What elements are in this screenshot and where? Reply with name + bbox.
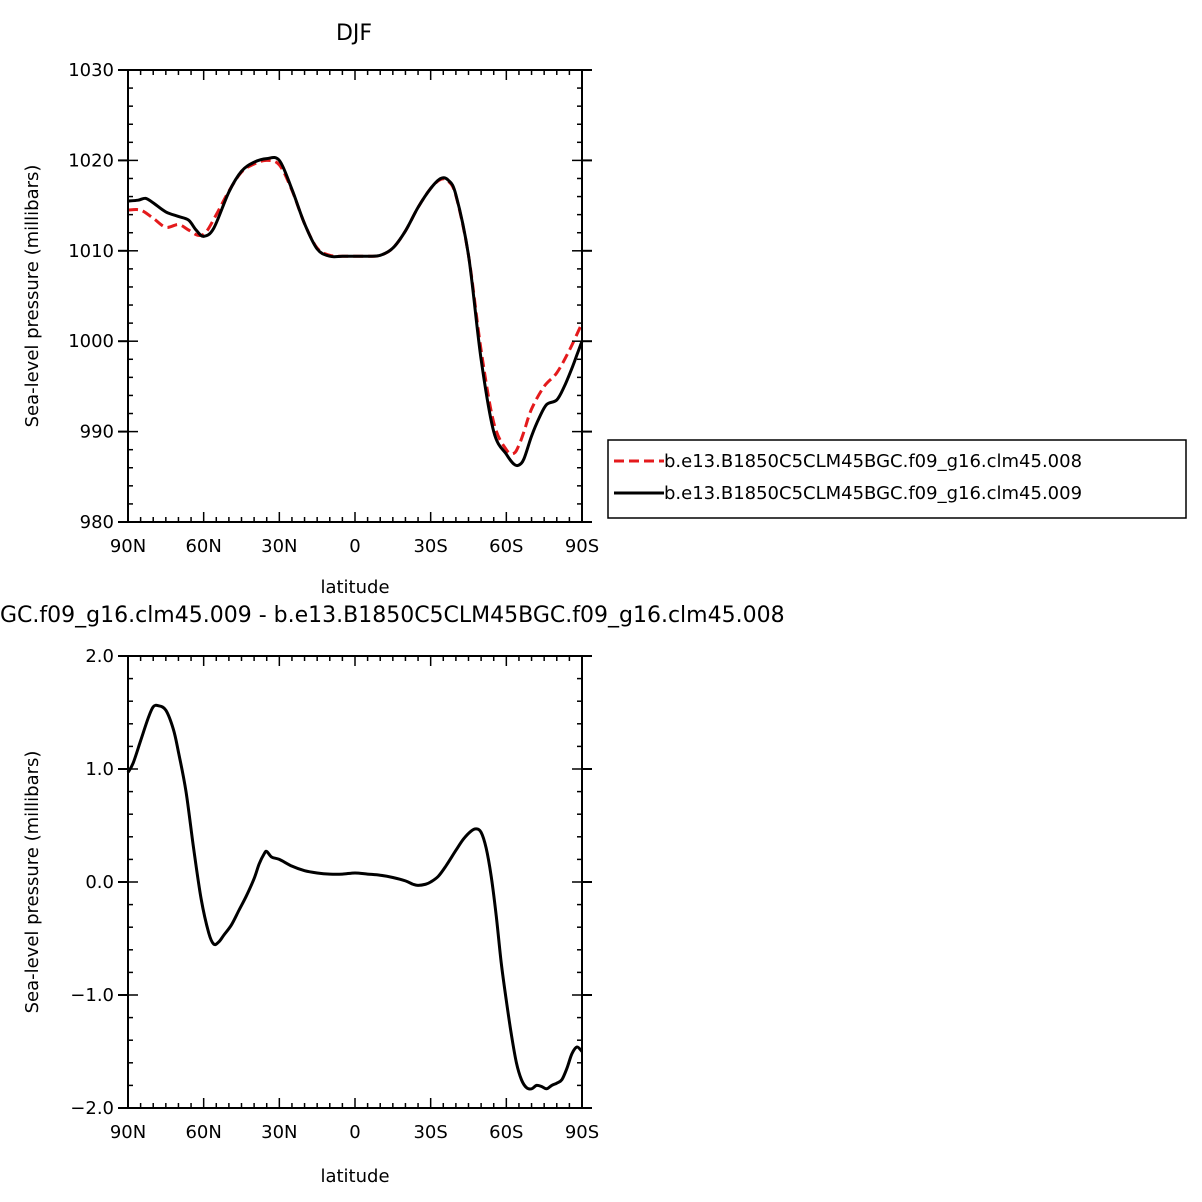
bottom-x-tick-label: 30S — [413, 1122, 447, 1143]
bottom-y-ticks: −2.0 −1.0 0.0 1.0 2.0 — [70, 646, 592, 1119]
bottom-y-tick-label: −1.0 — [70, 985, 114, 1006]
bottom-x-ticks: 90N 60N 30N 0 30S 60S 90S — [110, 656, 599, 1143]
bottom-x-tick-label: 90S — [565, 1122, 599, 1143]
top-y-tick-label: 980 — [80, 512, 114, 533]
bottom-x-tick-label: 30N — [261, 1122, 297, 1143]
top-x-tick-label: 60N — [185, 536, 221, 557]
bottom-x-tick-label: 60N — [185, 1122, 221, 1143]
top-y-tick-label: 990 — [80, 422, 114, 443]
bottom-series-group — [126, 703, 584, 1091]
top-y-tick-label: 1030 — [68, 60, 114, 81]
top-x-tick-label: 90N — [110, 536, 146, 557]
bottom-x-tick-label: 60S — [489, 1122, 523, 1143]
top-y-tick-label: 1000 — [68, 331, 114, 352]
top-chart-panel: DJF 90N 60N 30N 0 30S 60S 90S 980 990 1000 1010 10… — [22, 21, 1187, 598]
bottom-y-tick-label: −2.0 — [70, 1098, 114, 1119]
top-x-ticks: 90N 60N 30N 0 30S 60S 90S — [110, 70, 599, 557]
bottom-y-tick-label: 1.0 — [85, 759, 114, 780]
legend-box — [607, 439, 1187, 519]
top-series-line-2 — [127, 155, 584, 468]
top-x-tick-label: 0 — [349, 536, 360, 557]
top-legend: b.e13.B1850C5CLM45BGC.f09_g16.clm45.008 … — [607, 439, 1187, 519]
bottom-x-tick-label: 0 — [349, 1122, 360, 1143]
top-chart-title: DJF — [336, 21, 372, 46]
bottom-y-axis-label: Sea-level pressure (millibars) — [22, 751, 43, 1014]
top-y-axis-label: Sea-level pressure (millibars) — [22, 165, 43, 428]
bottom-chart-title: GC.f09_g16.clm45.009 - b.e13.B1850C5CLM4… — [0, 603, 785, 628]
top-x-axis-label: latitude — [320, 577, 389, 598]
bottom-chart-panel: GC.f09_g16.clm45.009 - b.e13.B1850C5CLM4… — [0, 603, 785, 1187]
bottom-x-axis-label: latitude — [320, 1166, 389, 1187]
top-y-tick-label: 1010 — [68, 241, 114, 262]
top-series-line-1 — [127, 158, 584, 456]
top-series-group — [127, 155, 584, 468]
bottom-y-tick-label: 0.0 — [85, 872, 114, 893]
top-x-tick-label: 60S — [489, 536, 523, 557]
legend-label-series-1: b.e13.B1850C5CLM45BGC.f09_g16.clm45.008 — [664, 451, 1082, 472]
bottom-series-line-1 — [126, 703, 584, 1091]
bottom-plot-frame — [127, 655, 583, 1109]
top-x-tick-label: 90S — [565, 536, 599, 557]
top-x-tick-label: 30S — [413, 536, 447, 557]
top-y-ticks: 980 990 1000 1010 1020 1030 — [68, 60, 592, 533]
bottom-x-tick-label: 90N — [110, 1122, 146, 1143]
bottom-y-tick-label: 2.0 — [85, 646, 114, 667]
legend-label-series-2: b.e13.B1850C5CLM45BGC.f09_g16.clm45.009 — [664, 483, 1082, 504]
top-y-tick-label: 1020 — [68, 150, 114, 171]
top-x-tick-label: 30N — [261, 536, 297, 557]
